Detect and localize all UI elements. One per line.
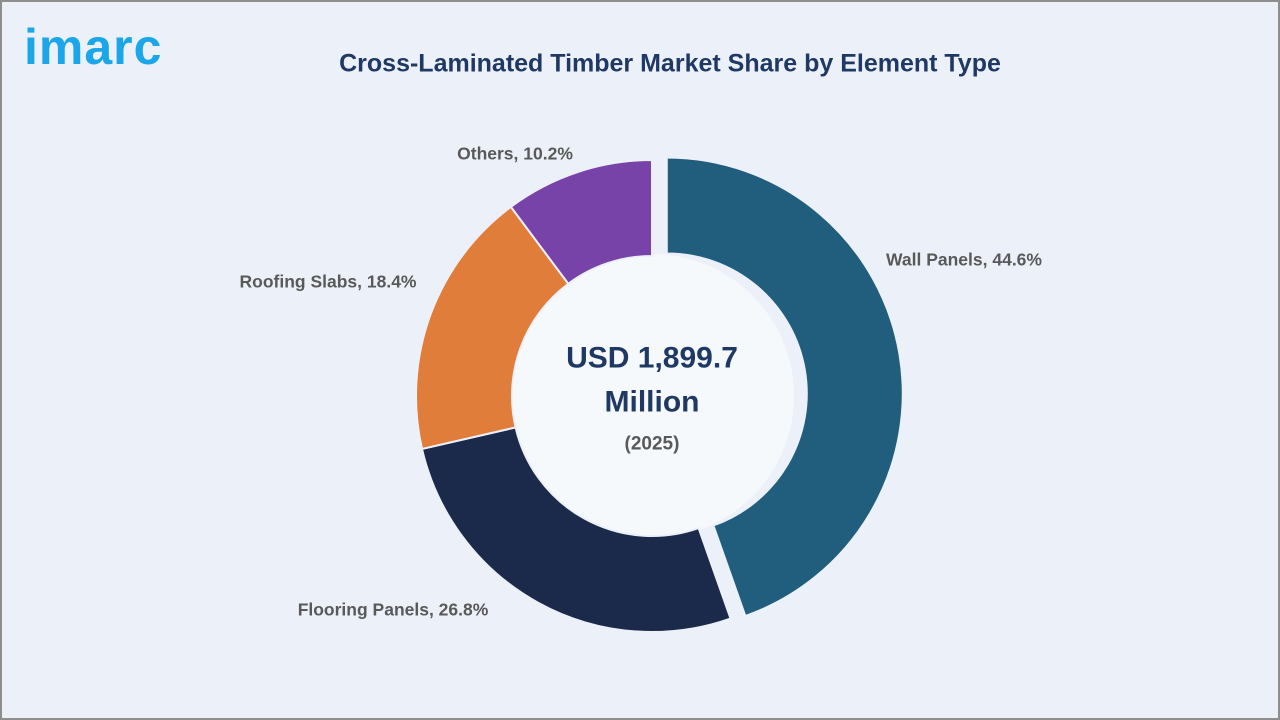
market-year: (2025) [624,433,680,455]
chart-title: Cross-Laminated Timber Market Share by E… [339,49,1001,78]
market-value-line2: Million [604,385,700,418]
imarc-logo: imarc [24,19,163,75]
slice-label-flooring-panels: Flooring Panels, 26.8% [297,599,489,620]
slice-label-roofing-slabs: Roofing Slabs, 18.4% [239,271,417,292]
pie-slice-flooring-panels [420,426,732,633]
donut-hole [510,254,794,538]
pie-slice-others [509,158,653,286]
slice-label-others: Others, 10.2% [457,143,573,164]
donut-center-label: USD 1,899.7 Million (2025) [502,337,802,456]
pie-slice-wall-panels [665,156,904,618]
pie-slice-roofing-slabs [415,205,570,451]
slice-label-wall-panels: Wall Panels, 44.6% [886,249,1042,270]
market-value: USD 1,899.7 Million [502,337,802,424]
market-value-line1: USD 1,899.7 [566,341,738,375]
